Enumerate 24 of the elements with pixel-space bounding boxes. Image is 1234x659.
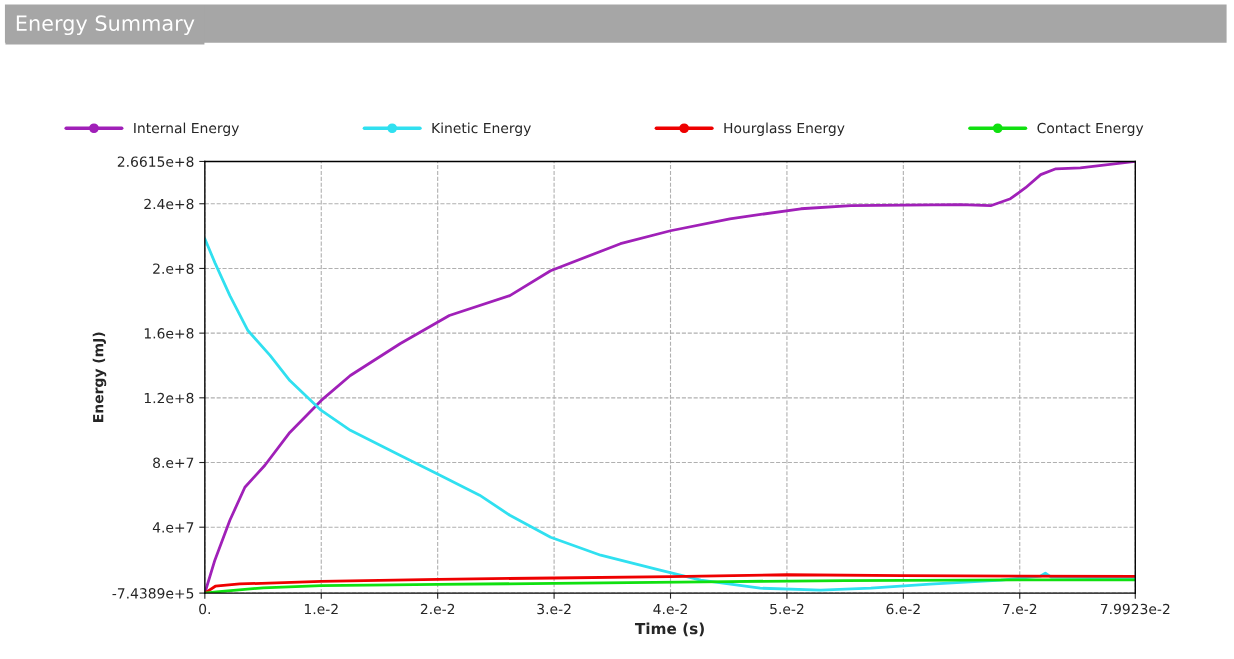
legend-label: Internal Energy xyxy=(134,122,239,137)
y-tick-label: 2.4e+8 xyxy=(144,198,194,210)
y-tick-label: -7.4389e+5 xyxy=(112,588,194,599)
y-tick-label: 1.6e+8 xyxy=(144,328,194,339)
x-tick-label: 4.e-2 xyxy=(653,603,687,615)
y-tick-label: 1.2e+8 xyxy=(144,392,194,404)
y-axis-title: Energy (mJ) xyxy=(92,332,107,422)
y-tick-label: 2.e+8 xyxy=(153,263,194,274)
legend-label: Hourglass Energy xyxy=(724,122,845,137)
x-tick-label: 6.e-2 xyxy=(886,603,920,615)
x-tick-label: 3.e-2 xyxy=(537,603,571,615)
x-tick-label: 7.9923e-2 xyxy=(1100,603,1170,615)
legend-label: Kinetic Energy xyxy=(432,122,531,137)
x-tick-label: 0. xyxy=(199,603,210,615)
x-tick-label: 1.e-2 xyxy=(304,603,338,615)
x-tick-label: 2.e-2 xyxy=(420,603,455,615)
y-tick-label: 2.6615e+8 xyxy=(117,156,194,167)
x-tick-label: 5.e-2 xyxy=(770,603,804,615)
y-tick-label: 8.e+7 xyxy=(153,457,194,468)
y-tick-label: 4.e+7 xyxy=(152,522,194,533)
legend-label: Contact Energy xyxy=(1037,122,1144,137)
x-axis-title: Time (s) xyxy=(634,622,704,637)
x-tick-label: 7.e-2 xyxy=(1003,603,1037,615)
chart-title: Energy Summary xyxy=(16,15,195,36)
